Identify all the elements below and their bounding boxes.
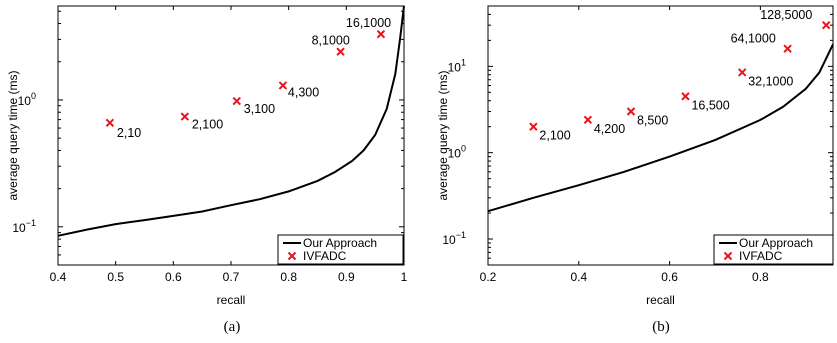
y-tick-base: 10: [442, 233, 456, 247]
x-tick-label: 0.8: [752, 270, 769, 284]
y-tick-exponent: 0: [461, 144, 466, 154]
panel-caption: (b): [652, 319, 670, 335]
x-tick-label: 1: [401, 270, 408, 284]
marker-stroke: [529, 122, 538, 131]
x-tick-label: 0.8: [280, 270, 297, 284]
x-tick-label: 0.5: [107, 270, 124, 284]
y-tick-exponent: −1: [456, 230, 466, 240]
legend-marker-swatch: [287, 251, 297, 261]
y-tick-base: 10: [12, 221, 26, 235]
ivfadc-marker: [821, 20, 831, 30]
y-axis-label: average query time (ms): [436, 70, 450, 200]
x-tick-label: 0.7: [223, 270, 240, 284]
y-tick-label: 10−1: [12, 218, 36, 235]
ivfadc-marker: [336, 47, 345, 56]
ivfadc-marker: [529, 122, 538, 131]
y-tick-exponent: −1: [26, 218, 36, 228]
point-label: 16,1000: [346, 16, 391, 30]
panel-caption: (a): [224, 319, 241, 335]
ivfadc-marker: [583, 115, 593, 125]
point-label: 2,10: [117, 126, 141, 140]
ivfadc-marker: [783, 44, 792, 53]
x-axis-label: recall: [646, 293, 675, 307]
x-tick-label: 0.2: [480, 270, 497, 284]
ivfadc-marker: [681, 92, 690, 101]
y-tick-label: 10−1: [442, 230, 466, 247]
point-label: 2,100: [192, 118, 223, 132]
ivfadc-marker: [278, 81, 288, 90]
point-label: 8,1000: [312, 34, 350, 48]
legend-entry: Our Approach: [739, 236, 813, 250]
marker-stroke: [681, 92, 690, 101]
marker-stroke: [105, 118, 115, 128]
marker-stroke: [232, 96, 241, 106]
marker-stroke: [821, 20, 831, 30]
x-tick-label: 0.9: [338, 270, 355, 284]
point-label: 4,200: [594, 122, 625, 136]
y-tick-base: 10: [448, 147, 462, 161]
point-label: 32,1000: [748, 74, 793, 88]
marker-stroke: [626, 107, 636, 116]
x-tick-label: 0.4: [50, 270, 67, 284]
marker-stroke: [583, 115, 593, 125]
legend-box: [713, 234, 834, 265]
point-label: 4,300: [288, 85, 319, 99]
chart-panel-a: 0.4 0.5 0.6 0.7 0.8 0.9 110−1100recallaverage …: [6, 5, 408, 335]
marker-stroke: [336, 47, 345, 56]
y-tick-exponent: 1: [461, 57, 466, 67]
x-axis-label: recall: [217, 293, 246, 307]
x-tick-label: 0.6: [661, 270, 678, 284]
marker-stroke: [783, 44, 792, 53]
legend-marker-swatch: [723, 251, 733, 261]
marker-stroke: [180, 112, 190, 121]
y-tick-exponent: 0: [31, 91, 36, 101]
legend-entry: IVFADC: [303, 249, 347, 263]
y-tick-base: 10: [448, 60, 462, 74]
point-label: 8,500: [637, 113, 668, 127]
y-tick-label: 101: [448, 57, 466, 74]
marker-stroke: [278, 81, 288, 90]
x-tick-label: 0.4: [570, 270, 587, 284]
series-line-our-approach: [487, 43, 834, 213]
series-line-our-approach: [57, 5, 405, 237]
ivfadc-marker: [232, 96, 241, 106]
ivfadc-marker: [376, 29, 386, 39]
ivfadc-marker: [105, 118, 115, 128]
point-label: 2,100: [539, 129, 570, 143]
plot-frame: [487, 5, 834, 266]
legend-box: [277, 234, 404, 265]
ivfadc-marker: [626, 107, 636, 116]
y-axis-label: average query time (ms): [6, 70, 20, 200]
point-label: 3,100: [244, 102, 275, 116]
point-label: 64,1000: [731, 32, 776, 46]
point-label: 16,500: [691, 98, 729, 112]
y-tick-label: 100: [18, 91, 36, 108]
y-tick-base: 10: [18, 94, 32, 108]
legend-entry: Our Approach: [303, 236, 377, 250]
point-label: 128,5000: [760, 8, 812, 22]
marker-stroke: [738, 68, 747, 77]
x-tick-label: 0.6: [165, 270, 182, 284]
ivfadc-marker: [738, 68, 747, 77]
marker-stroke: [376, 29, 386, 39]
ivfadc-marker: [180, 112, 190, 121]
legend-entry: IVFADC: [739, 249, 783, 263]
y-tick-label: 100: [448, 144, 466, 161]
